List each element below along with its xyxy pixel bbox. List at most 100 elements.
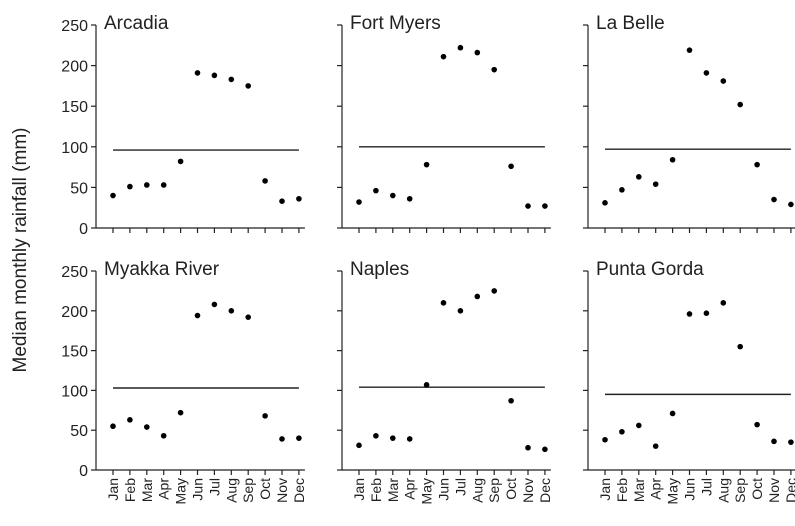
point xyxy=(245,83,251,89)
point xyxy=(754,161,760,168)
point xyxy=(262,413,268,419)
point xyxy=(525,203,531,209)
x-tick-label: Sep xyxy=(240,478,256,503)
x-tick-label: Jan xyxy=(105,478,121,501)
point xyxy=(177,158,184,165)
point xyxy=(720,300,727,306)
point xyxy=(423,161,430,168)
x-tick-label: Dec xyxy=(291,478,307,503)
point xyxy=(279,198,285,205)
point xyxy=(602,436,608,443)
x-tick-label: Jun xyxy=(436,478,452,501)
point xyxy=(406,436,413,442)
point xyxy=(542,446,548,453)
panel-title: Fort Myers xyxy=(350,13,441,34)
x-tick-label: Aug xyxy=(469,478,485,503)
panel-title: Naples xyxy=(350,259,409,280)
point xyxy=(440,300,447,306)
y-tick-label: 50 xyxy=(70,423,88,440)
y-axis-label: Median monthly rainfall (mm) xyxy=(10,128,31,373)
y-tick-label: 0 xyxy=(79,221,88,238)
point xyxy=(652,443,659,449)
point xyxy=(686,47,693,53)
y-tick-label: 200 xyxy=(61,304,88,321)
point xyxy=(160,432,167,439)
x-tick-label: Mar xyxy=(385,478,401,502)
x-tick-label: Feb xyxy=(122,478,138,502)
x-tick-label: Dec xyxy=(537,478,553,503)
point xyxy=(194,312,201,319)
point xyxy=(602,200,608,206)
point xyxy=(127,183,133,190)
x-tick-label: Dec xyxy=(783,478,795,503)
point xyxy=(525,444,531,451)
point xyxy=(703,310,710,316)
x-tick-label: Sep xyxy=(732,478,748,503)
x-tick-label: May xyxy=(665,478,681,504)
point xyxy=(542,203,548,209)
point xyxy=(127,417,133,423)
point xyxy=(491,288,498,294)
point xyxy=(228,76,235,83)
point xyxy=(636,422,642,429)
point xyxy=(245,314,251,320)
x-tick-label: Jun xyxy=(682,478,698,501)
point xyxy=(110,192,116,199)
y-tick-label: 100 xyxy=(61,383,88,400)
point xyxy=(508,397,514,404)
x-tick-label: Feb xyxy=(614,478,630,502)
point xyxy=(144,424,150,430)
point xyxy=(144,182,150,188)
point xyxy=(788,439,794,445)
point xyxy=(457,308,464,314)
point xyxy=(669,410,676,417)
point xyxy=(211,72,218,79)
x-tick-label: Jan xyxy=(351,478,367,501)
point xyxy=(390,192,396,199)
point xyxy=(508,163,514,170)
point xyxy=(703,70,710,76)
panel-title: La Belle xyxy=(596,13,665,34)
x-tick-label: Nov xyxy=(766,478,782,503)
point xyxy=(669,156,676,163)
point xyxy=(619,187,625,193)
x-tick-label: Nov xyxy=(520,478,536,503)
y-tick-label: 100 xyxy=(61,140,88,157)
x-tick-label: Mar xyxy=(139,478,155,502)
point xyxy=(754,421,760,428)
point xyxy=(737,343,743,350)
x-tick-label: Oct xyxy=(257,478,273,500)
point xyxy=(686,311,693,317)
point xyxy=(110,423,116,430)
point xyxy=(296,435,302,441)
x-tick-label: Feb xyxy=(368,478,384,502)
x-tick-label: May xyxy=(419,478,435,504)
point xyxy=(356,442,362,449)
point xyxy=(390,435,396,441)
x-tick-label: Oct xyxy=(749,478,765,500)
point xyxy=(720,78,727,84)
point xyxy=(423,382,430,388)
y-tick-label: 250 xyxy=(61,18,88,35)
x-tick-label: Jul xyxy=(206,478,222,496)
point xyxy=(474,49,481,56)
point xyxy=(373,432,379,439)
y-tick-label: 200 xyxy=(61,59,88,76)
y-tick-label: 150 xyxy=(61,99,88,116)
x-tick-label: Aug xyxy=(715,478,731,503)
y-tick-label: 150 xyxy=(61,344,88,361)
x-tick-label: Nov xyxy=(274,478,290,503)
y-tick-label: 0 xyxy=(79,463,88,480)
point xyxy=(457,44,464,51)
point xyxy=(440,53,447,60)
point xyxy=(771,438,777,445)
point xyxy=(491,66,498,73)
x-tick-label: May xyxy=(173,478,189,504)
point xyxy=(788,201,794,208)
x-tick-label: Jul xyxy=(452,478,468,496)
point xyxy=(406,195,413,202)
y-tick-label: 250 xyxy=(61,264,88,281)
x-tick-label: Aug xyxy=(223,478,239,503)
panel-title: Arcadia xyxy=(104,13,169,34)
